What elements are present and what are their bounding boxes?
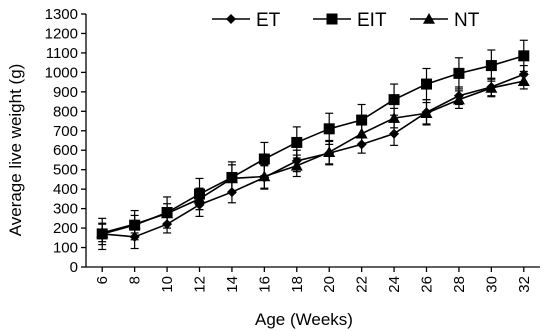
x-tick-label: 8	[127, 276, 144, 284]
chart-axes: 0 100 200 300 400 500 600 700 800 900 1000 1100 1200…	[45, 6, 540, 293]
data-point-nt	[96, 226, 109, 238]
y-tick-label: 200	[53, 220, 78, 237]
data-point-eit	[258, 153, 270, 165]
legend-item-et: ET	[212, 10, 281, 31]
x-tick-label: 6	[94, 276, 111, 284]
series-line-nt	[102, 80, 524, 234]
y-tick-label: 800	[53, 103, 78, 120]
x-tick-label: 26	[419, 276, 436, 293]
data-point-nt	[290, 159, 303, 171]
data-point-nt	[388, 112, 401, 123]
y-tick-label: 600	[53, 142, 78, 159]
data-point-eit	[356, 114, 368, 126]
legend-marker-eit	[326, 13, 338, 25]
x-tick-label: 18	[289, 276, 306, 293]
y-tick-label: 900	[53, 84, 78, 101]
x-tick-label: 10	[159, 276, 176, 293]
data-point-nt	[323, 146, 336, 157]
y-axis-label: Average live weight (g)	[6, 64, 25, 237]
data-point-eit	[518, 50, 530, 62]
x-axis-label: Age (Weeks)	[255, 310, 353, 329]
data-point-et	[389, 128, 400, 139]
x-tick-label: 22	[354, 276, 371, 293]
y-tick-label: 100	[53, 240, 78, 257]
data-point-nt	[420, 107, 433, 119]
data-point-nt	[517, 75, 530, 86]
chart-series	[96, 39, 530, 251]
x-tick-label: 16	[256, 276, 273, 293]
chart-legend: ET EIT NT	[212, 10, 480, 31]
legend-label-eit: EIT	[357, 10, 387, 31]
x-tick-label: 28	[451, 276, 468, 293]
x-tick-label: 14	[224, 276, 241, 293]
data-point-eit	[323, 123, 335, 135]
y-tick-label: 1200	[45, 25, 78, 42]
data-point-nt	[355, 127, 368, 139]
y-tick-label: 1100	[46, 45, 78, 62]
data-point-eit	[291, 136, 303, 148]
y-tick-label: 1300	[45, 6, 78, 23]
x-tick-label: 30	[483, 276, 500, 293]
legend-item-nt: NT	[410, 10, 480, 31]
x-tick-label: 32	[516, 276, 533, 293]
series-nt	[96, 72, 530, 243]
legend-label-et: ET	[256, 10, 281, 31]
data-point-eit	[485, 60, 497, 72]
data-point-nt	[258, 170, 271, 182]
series-line-et	[102, 73, 525, 238]
y-tick-label: 300	[53, 201, 78, 218]
data-point-nt	[452, 93, 465, 105]
legend-marker-nt	[423, 13, 435, 24]
x-tick-label: 24	[386, 276, 403, 293]
y-tick-label: 700	[53, 123, 78, 140]
legend-item-eit: EIT	[313, 10, 387, 31]
legend-marker-et	[226, 14, 236, 24]
data-point-nt	[485, 81, 498, 93]
legend-label-nt: NT	[454, 10, 480, 31]
data-point-eit	[453, 67, 465, 79]
data-point-eit	[421, 78, 432, 90]
x-tick-label: 12	[192, 276, 209, 293]
y-tick-label: 1000	[45, 64, 78, 81]
y-tick-label: 400	[53, 181, 78, 198]
data-point-eit	[388, 94, 400, 106]
series-et	[97, 64, 529, 250]
data-point-nt	[161, 207, 174, 219]
x-tick-label: 20	[321, 276, 338, 293]
y-tick-label: 500	[53, 162, 78, 179]
data-point-nt	[128, 218, 141, 229]
data-point-nt	[193, 192, 206, 204]
data-point-nt	[225, 172, 238, 184]
y-tick-label: 0	[70, 259, 78, 276]
